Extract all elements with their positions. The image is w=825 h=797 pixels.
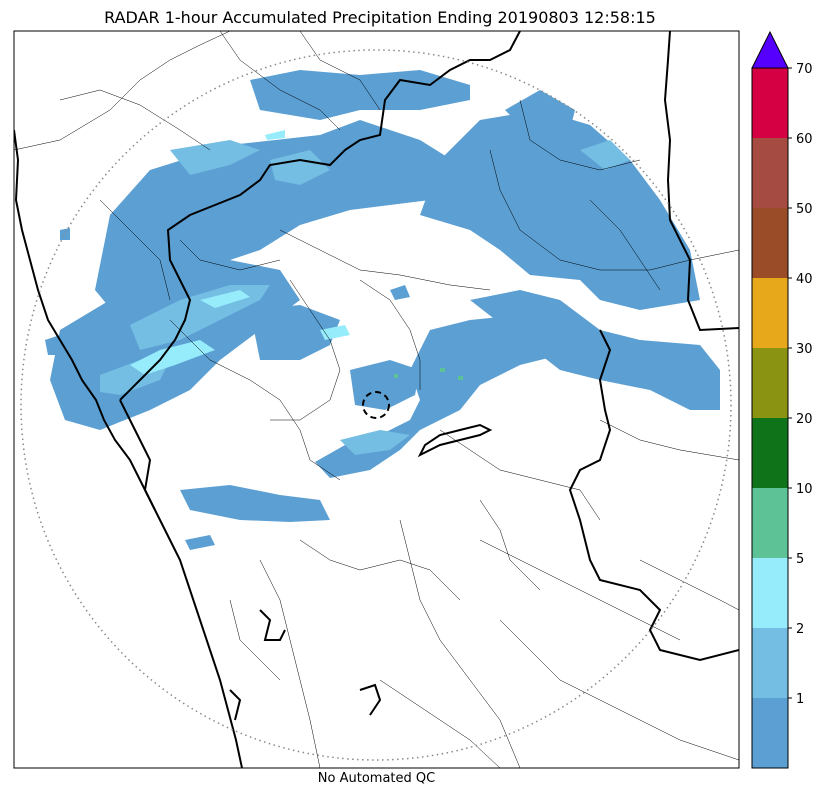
colorbar-level (752, 278, 788, 348)
qc-caption: No Automated QC (317, 771, 436, 786)
colorbar-level (752, 698, 788, 768)
colorbar-tick-label: 40 (796, 272, 813, 287)
colorbar-tick-label: 10 (796, 482, 813, 497)
radar-site-marker (362, 391, 390, 419)
colorbar-level (752, 418, 788, 488)
coastline (14, 129, 243, 768)
colorbar-tick-label: 70 (796, 62, 813, 77)
map-frame (13, 30, 740, 769)
colorbar-tick-label: 2 (796, 622, 804, 637)
colorbar-level (752, 208, 788, 278)
colorbar-extend-arrow (751, 30, 789, 69)
range-ring (20, 49, 732, 761)
colorbar-level (752, 68, 788, 138)
precip-area-spots (394, 368, 463, 380)
colorbar-tick-label: 30 (796, 342, 813, 357)
colorbar-tick-label: 20 (796, 412, 813, 427)
colorbar-tick-label: 50 (796, 202, 813, 217)
colorbar-tick-label: 60 (796, 132, 813, 147)
colorbar-level (752, 628, 788, 698)
district-boundaries (14, 31, 739, 768)
chart-title: RADAR 1-hour Accumulated Precipitation E… (104, 8, 656, 27)
state-border (119, 31, 739, 721)
colorbar-level (752, 488, 788, 558)
colorbar-level (752, 348, 788, 418)
colorbar-level (752, 558, 788, 628)
colorbar: 1 2 5 10 20 30 40 50 60 70 (751, 30, 813, 769)
colorbar-outline (751, 67, 789, 769)
colorbar-tick-label: 1 (796, 692, 804, 707)
colorbar-tick-label: 5 (796, 552, 804, 567)
colorbar-level (752, 138, 788, 208)
precip-area-medium (100, 140, 630, 455)
